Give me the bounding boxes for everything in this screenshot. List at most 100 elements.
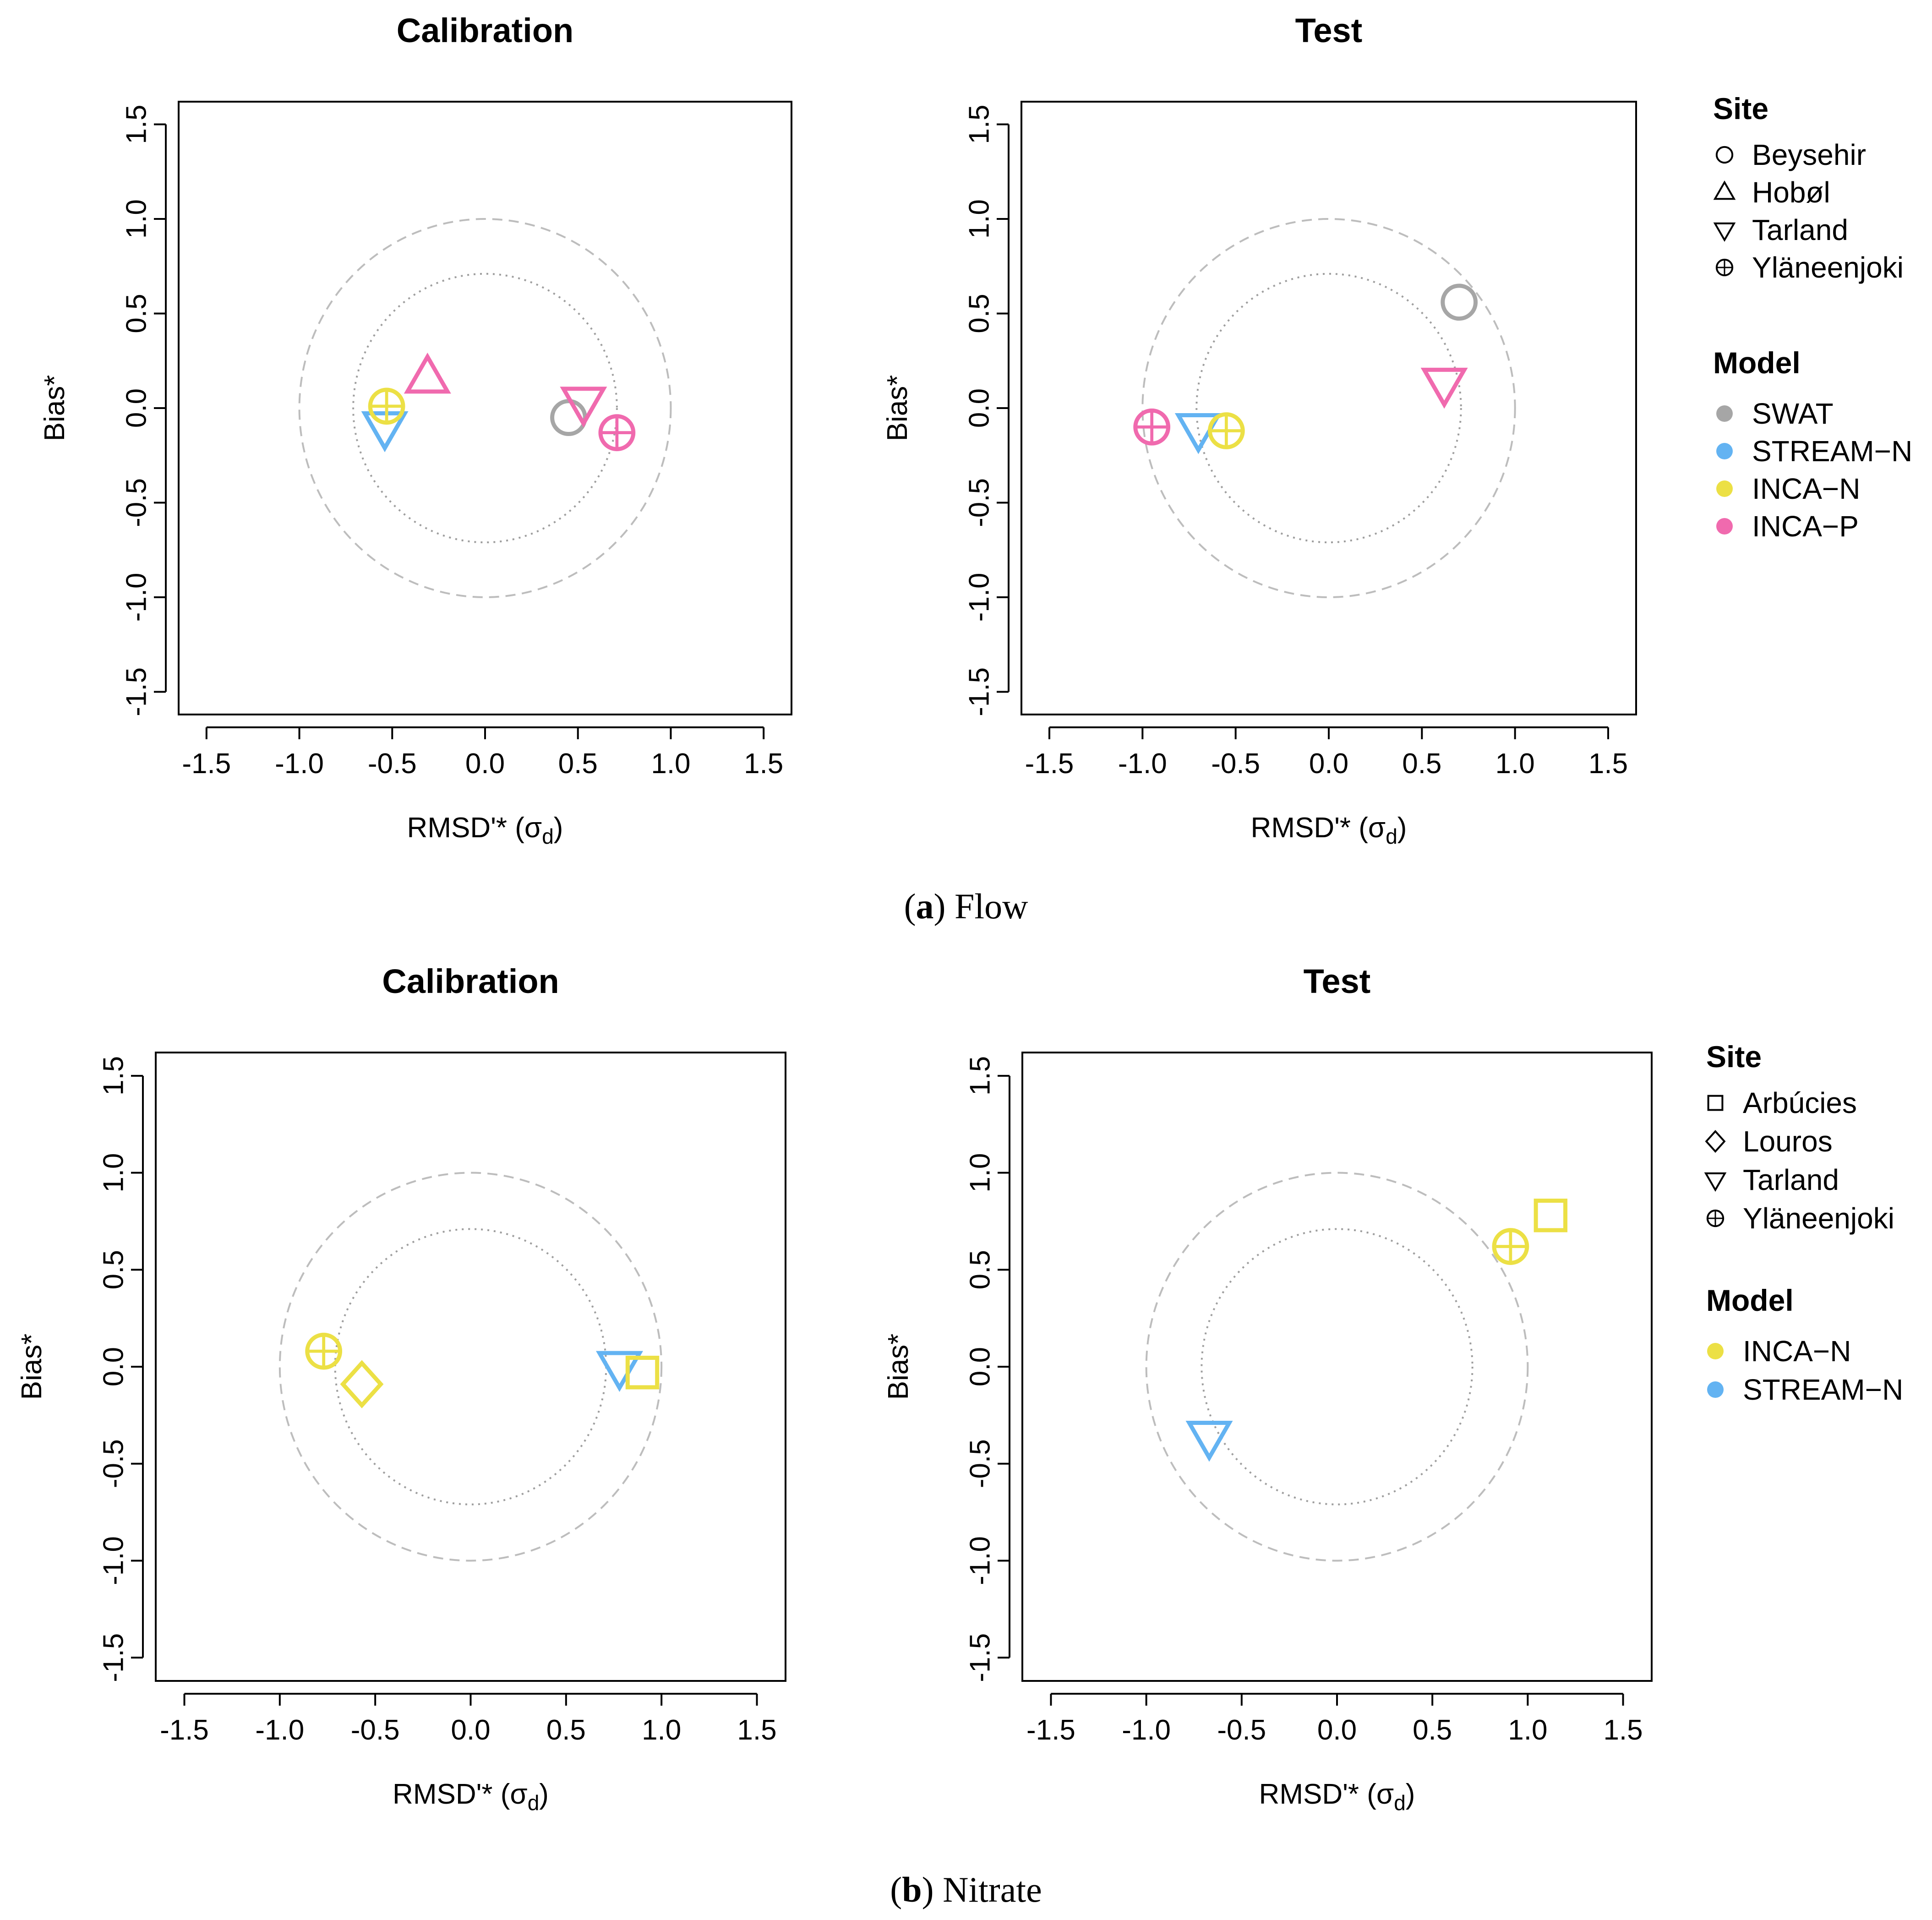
point-yl-neenjoki-inca-n [368,387,405,425]
reference-circle-dashed [1145,1172,1529,1562]
legend-marker-tarland [1713,222,1736,242]
legend-model-label: STREAM−N [1752,435,1912,468]
point-tarland-stream-n [361,411,409,453]
legend-site-label: Beysehir [1752,138,1866,171]
x-tick-label: 0.5 [1413,1714,1452,1746]
chart-title: Calibration [382,962,559,1000]
x-tick-label: 0.5 [558,748,598,780]
point-yl-neenjoki-inca-n [1207,412,1245,449]
legend-site-title: Site [1706,1040,1762,1074]
point-yl-neenjoki-inca-p [1133,408,1171,446]
y-tick-label: 0.5 [98,1250,129,1289]
legend-site-label: Tarland [1743,1163,1839,1196]
x-tick-label: -0.5 [1211,748,1260,780]
legend-marker-yl-neenjoki [1715,258,1734,277]
y-tick-label: 0.5 [964,1250,996,1289]
y-tick-label: -0.5 [98,1439,129,1488]
legend-marker-tarland [1704,1172,1727,1192]
panel-nitrate-calibration: Calibration -1.5 -1.0 -0.5 0.0 0.5 1.0 1.5 -1.5 -… [16,962,786,1815]
reference-circle-dashed [298,218,672,598]
chart-title: Calibration [397,11,573,49]
x-tick-label: 0.5 [546,1714,586,1746]
legend-site-title: Site [1713,92,1768,125]
y-tick-label: -0.5 [120,478,152,527]
point-louros-inca-n [340,1360,384,1408]
x-tick-label: -0.5 [368,748,417,780]
y-axis-label: Bias* [39,375,71,442]
y-tick-label: 0.5 [963,294,995,333]
y-tick-label: -1.0 [120,573,152,622]
point-tarland-inca-p [1420,367,1468,409]
x-tick-label: 0.0 [465,748,505,780]
legend-swatch-stream-n [1716,443,1733,459]
panel-flow-calibration: Calibration -1.5 -1.0 -0.5 0.0 0.5 1.0 1.5 -1.5 -… [39,11,792,848]
reference-circle-dotted [1201,1228,1474,1505]
legend-marker-arb-cies [1707,1095,1724,1111]
x-tick-label: 1.5 [737,1714,776,1746]
legend-swatch-swat [1716,405,1733,422]
legend-marker-beysehir [1715,146,1734,164]
y-tick-label: -1.5 [120,667,152,716]
plot-frame [1021,1052,1653,1682]
x-tick-label: 0.0 [1309,748,1348,780]
plot-frame [155,1052,786,1682]
point-arb-cies-inca-n [1534,1199,1568,1233]
y-tick-label: 0.0 [963,388,995,428]
y-tick-label: 1.5 [98,1056,129,1096]
plot-frame [1021,101,1637,715]
y-tick-label: 1.0 [120,199,152,239]
x-tick-label: -1.0 [255,1714,304,1746]
legend-marker-yl-neenjoki [1706,1209,1725,1227]
legend-nitrate: Site Arbúcies Louros Tarland Yläneenjoki Mode… [1704,1040,1903,1406]
x-tick-label: -1.5 [1025,748,1074,780]
legend-site-label: Arbúcies [1743,1086,1857,1119]
legend-swatch-inca-p [1716,518,1733,535]
x-axis-label: RMSD'* (σd) [1259,1778,1415,1815]
x-tick-label: 1.5 [1603,1714,1643,1746]
point-yl-neenjoki-inca-p [598,414,636,452]
x-tick-label: 1.0 [1508,1714,1547,1746]
caption-flow: (a) Flow [904,886,1028,926]
x-tick-label: 1.0 [1495,748,1535,780]
y-tick-label: -1.0 [963,573,995,622]
reference-circle-dashed [278,1172,663,1562]
y-axis-label: Bias* [16,1334,48,1400]
y-tick-label: -1.5 [98,1633,129,1682]
x-tick-label: 0.5 [1402,748,1441,780]
y-tick-label: -1.0 [98,1536,129,1585]
legend-model-title: Model [1713,346,1801,380]
chart-title: Test [1304,962,1371,1000]
x-tick-label: -1.5 [1026,1714,1075,1746]
legend-site-label: Hobøl [1752,176,1830,209]
y-tick-label: 1.0 [98,1153,129,1192]
y-tick-label: -0.5 [963,478,995,527]
x-tick-label: -0.5 [1217,1714,1266,1746]
y-tick-label: 1.0 [963,199,995,239]
plot-frame [178,101,792,715]
x-tick-label: -1.5 [182,748,231,780]
legend-model-label: INCA−N [1743,1335,1851,1368]
y-tick-label: 1.5 [120,104,152,144]
panel-flow-test: Test -1.5 -1.0 -0.5 0.0 0.5 1.0 1.5 -1.5 -1.0 -0.5… [882,11,1637,848]
chart-title: Test [1295,11,1363,49]
x-axis-label: RMSD'* (σd) [393,1778,549,1815]
y-axis-label: Bias* [882,375,913,442]
x-axis-label: RMSD'* (σd) [407,812,563,848]
legend-model-label: INCA−N [1752,472,1861,505]
x-tick-label: -1.0 [1118,748,1167,780]
y-tick-label: -0.5 [964,1439,996,1488]
reference-circle-dotted [334,1228,607,1505]
x-tick-label: 1.0 [642,1714,681,1746]
legend-swatch-stream-n [1707,1381,1724,1398]
panel-nitrate-test: Test -1.5 -1.0 -0.5 0.0 0.5 1.0 1.5 -1.5 -1.0 -0.5… [883,962,1653,1815]
y-tick-label: 0.0 [964,1347,996,1386]
point-yl-neenjoki-inca-n [1492,1228,1529,1265]
y-tick-label: 0.0 [98,1347,129,1386]
legend-site-label: Yläneenjoki [1743,1202,1894,1235]
legend-site-label: Yläneenjoki [1752,251,1904,284]
reference-circle-dotted [352,273,618,544]
y-tick-label: 0.0 [120,388,152,428]
point-beysehir-swat [1441,284,1478,321]
x-tick-label: 1.5 [744,748,783,780]
y-tick-label: -1.5 [963,667,995,716]
